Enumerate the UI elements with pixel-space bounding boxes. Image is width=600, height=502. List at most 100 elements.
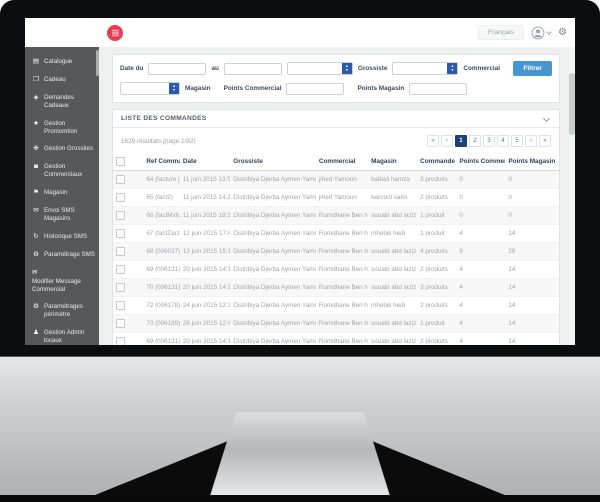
page-scrollbar-track[interactable] [569,47,575,345]
column-header-commercial[interactable]: Commercial [315,153,369,171]
row-checkbox[interactable] [116,247,125,256]
page-button-[interactable]: ‹ [441,135,453,147]
table-cell: 2 produits [417,332,457,345]
table-cell: Romdhane Ben haj [315,332,369,345]
sidebar-item-parametrages-perimetre[interactable]: ⚙ Paramétrages périmètre [25,298,99,324]
column-header-points-commercial[interactable]: Points Commercial [456,153,506,171]
monitor-base [0,495,600,502]
table-cell: 14 [505,224,559,243]
sidebar-item-magasin[interactable]: ⚑ Magasin [25,184,99,202]
envelope-icon: ✉ [32,268,38,276]
table-cell: 4 [456,278,506,297]
row-checkbox[interactable] [116,193,125,202]
table-cell: 26 juin 2015 12:44 [179,314,231,333]
date-du-input[interactable] [148,62,207,75]
menu-toggle-button[interactable] [107,25,123,41]
points-magasin-input[interactable] [409,82,468,95]
sidebar-item-cadeau[interactable]: ❒ Cadeau [25,71,99,89]
page-button-[interactable]: › [525,135,537,147]
sidebar-item-gestion-grossites[interactable]: ❉ Gestion Grossites [25,140,99,158]
row-checkbox[interactable] [116,301,125,310]
table-row: 68 (006037) 13 juin 2015 15:13 Distribiya … [113,242,559,261]
page-button-5[interactable]: 5 [511,135,523,147]
page-button-3[interactable]: 3 [483,135,495,147]
network-icon: ❉ [33,145,39,153]
points-magasin-label: Points Magasin [357,85,405,92]
column-header-magasin[interactable]: Magasin [368,153,418,171]
table-cell: 67 (factZarzis) [143,224,180,243]
table-cell: 72 (006178) [143,296,180,315]
sidebar-item-demandes-cadeaux[interactable]: ◈ Demandes Cadeaux [25,89,99,115]
pagination: «‹ 1 2 3 4 5 ›» [427,135,551,147]
sidebar-item-envoi-sms-magasins[interactable]: ✉ Envoi SMS Magasins [25,202,99,228]
table-cell: barouni sami [368,188,418,207]
column-header-date[interactable]: Date [179,153,231,171]
column-header-points-magasin[interactable]: Points Magasin [505,153,559,171]
users-icon: ◙ [34,163,38,171]
sidebar-item-gestion-commerciaux[interactable]: ◙ Gestion Commerciaux [25,158,99,184]
row-checkbox[interactable] [116,211,125,220]
chevron-down-icon [546,28,552,35]
date-du-label: Date du [120,65,144,72]
page-button-2[interactable]: 2 [469,135,481,147]
table-cell: 68 (006037) [143,242,180,261]
app-screen: Français ⚙ ▤ Catalogue ❒ Cadeau ◈ Demandes Ca… [25,18,575,345]
filter-row-2: ▲ ▼ Magasin Points Commercial Points Maga… [120,81,552,96]
column-header-ref-commande[interactable]: Ref Commande [143,153,180,171]
table-cell: 4 [456,314,506,333]
table-cell: Distribiya Djerba Aymen Yamoun [230,170,316,189]
page-button-4[interactable]: 4 [497,135,509,147]
page-button-[interactable]: « [427,135,439,147]
table-cell: Romdhane Ben haj [315,296,369,315]
app-header: Français ⚙ [25,18,575,47]
column-header-commande[interactable]: Commande [417,153,457,171]
user-menu[interactable] [531,26,552,40]
table-cell: 0 [456,188,506,207]
table-row: 73 (006189) 26 juin 2015 12:44 Distribiya … [113,314,559,333]
sidebar-item-label: Historique SMS [44,232,87,240]
date-au-input[interactable] [223,62,282,75]
select-all-checkbox[interactable] [116,157,125,166]
table-cell: 4 produits [417,242,457,261]
column-header-grossiste[interactable]: Grossiste [230,153,316,171]
sidebar-scrollbar[interactable] [96,50,99,76]
commercial-select[interactable]: ▲ ▼ [392,62,459,75]
sidebar-item-modifier-message-commercial[interactable]: ✉ Modifier Message Commercial [25,264,99,299]
collapse-chevron-icon[interactable] [542,114,551,123]
language-button[interactable]: Français [477,25,525,40]
row-checkbox[interactable] [116,265,125,274]
filtrer-button[interactable]: Filtrer [513,61,552,76]
table-row: 66 (factMidoun)11 juin 2015 18:36Distrib… [113,206,559,225]
table-row: 69 (006131) 20 juin 2015 14:17 Distribiya … [113,332,559,345]
row-checkbox[interactable] [116,337,125,345]
row-checkbox[interactable] [116,175,125,184]
results-row: 1629 résultats (page 1/82) «‹ 1 2 3 4 5 ›» [113,128,559,153]
orders-panel: LISTE DES COMMANDES 1629 résultats (page… [112,109,560,345]
page-scrollbar-thumb[interactable] [569,73,575,135]
row-checkbox[interactable] [116,319,125,328]
magasin-select[interactable]: ▲ ▼ [120,82,180,95]
page-button-[interactable]: » [539,135,551,147]
row-checkbox[interactable] [116,283,125,292]
select-stepper-icon: ▲ ▼ [341,63,352,74]
table-cell: 0 [456,170,506,189]
sidebar-item-catalogue[interactable]: ▤ Catalogue [25,53,99,71]
sidebar-item-gestion-admin-locaux[interactable]: ♟ Gestion Admin locaux [25,324,99,345]
points-commercial-input[interactable] [286,82,345,95]
filter-panel: Date du au ▲ ▼ Grossiste ▲ ▼ Commercial Fi… [112,54,560,103]
sidebar-item-historique-sms[interactable]: ↻ Historique SMS [25,228,99,246]
sidebar-item-gestion-promomtion[interactable]: ★ Gestion Promomtion [25,115,99,141]
bell-icon: ◈ [33,94,39,102]
table-cell: 4 [456,260,506,279]
table-cell: 9 [456,242,506,261]
row-checkbox[interactable] [116,229,125,238]
sidebar-item-parametrage-sms[interactable]: ⚙ Paramétrage SMS [25,246,99,264]
settings-gear-icon[interactable]: ⚙ [558,26,567,38]
table-cell: 0 [505,188,559,207]
table-cell: mhebik hedi [368,224,418,243]
page-button-1[interactable]: 1 [455,135,467,147]
user-avatar-icon [531,26,545,40]
monitor-stand [210,412,390,496]
table-cell: Romdhane Ben haj [315,224,369,243]
grossiste-select[interactable]: ▲ ▼ [286,62,353,75]
